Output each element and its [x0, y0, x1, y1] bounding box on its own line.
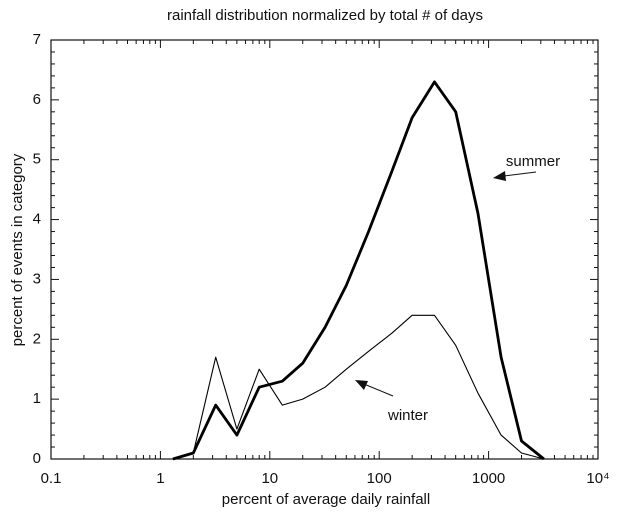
y-tick-label: 1 [33, 390, 41, 407]
series-line [172, 80, 545, 461]
annotation-arrow [355, 380, 394, 397]
y-tick-label: 6 [33, 91, 41, 108]
y-tick-label: 5 [33, 151, 41, 168]
series-annotation: winter [387, 407, 428, 424]
y-tick-label: 0 [33, 450, 41, 467]
x-tick-label: 100 [367, 470, 392, 487]
series-line [172, 314, 545, 460]
x-tick-label: 1 [156, 470, 164, 487]
y-tick-label: 7 [33, 31, 41, 48]
annotation-arrow [493, 171, 537, 181]
x-tick-label: 10 [261, 470, 278, 487]
plot-frame [50, 39, 599, 460]
y-tick-label: 3 [33, 270, 41, 287]
x-axis-label: percent of average daily rainfall [222, 491, 430, 508]
x-tick-label: 0.1 [41, 470, 62, 487]
chart-title: rainfall distribution normalized by tota… [167, 7, 483, 24]
x-tick-label: 10⁴ [586, 470, 609, 487]
x-tick-label: 1000 [472, 470, 505, 487]
y-tick-label: 4 [33, 211, 41, 228]
y-tick-label: 2 [33, 330, 41, 347]
y-axis-label: percent of events in category [9, 153, 26, 346]
series-annotation: summer [506, 153, 560, 170]
